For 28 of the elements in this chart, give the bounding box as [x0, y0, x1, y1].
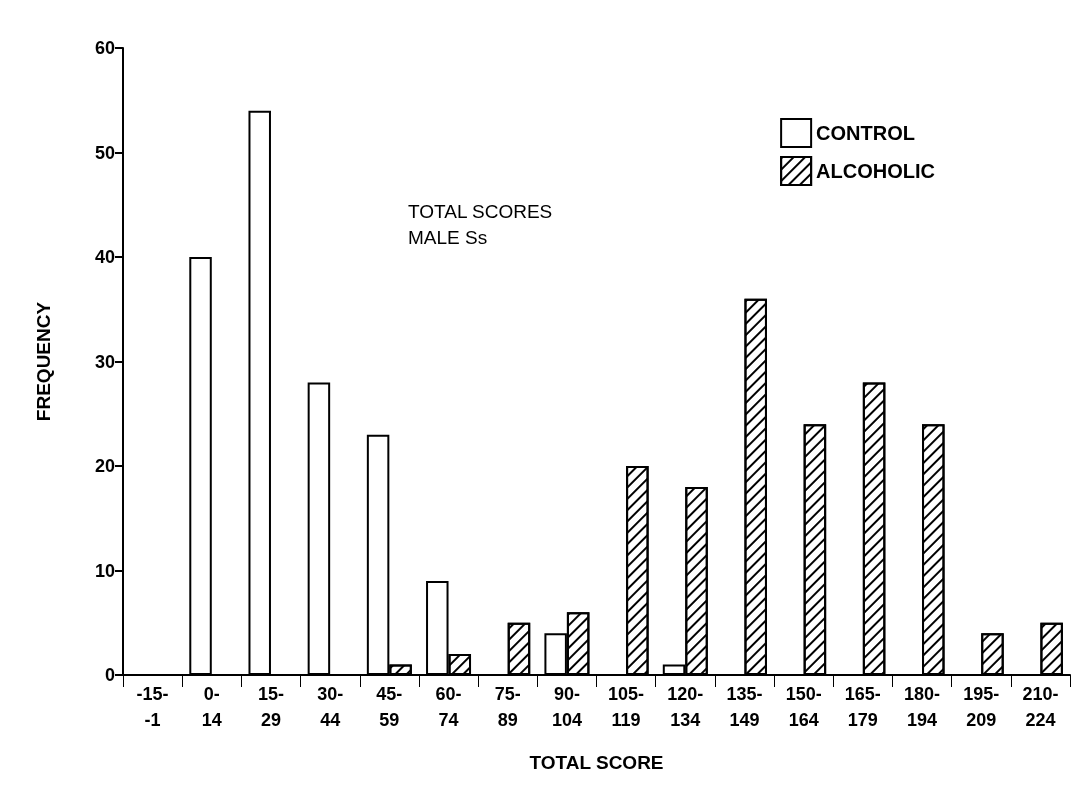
y-tick-label: 30 — [94, 351, 115, 372]
x-tick-label: 165- 179 — [844, 684, 881, 730]
x-tick-label: 105- 119 — [608, 684, 645, 730]
y-tick-label: 40 — [94, 247, 115, 267]
y-tick-label: 0 — [104, 665, 115, 685]
y-tick-label: 50 — [94, 142, 115, 163]
x-tick-label: 45- 59 — [376, 684, 403, 730]
legend-label: ALCOHOLIC — [816, 160, 936, 182]
x-tick-label: 75- 89 — [494, 684, 521, 730]
legend-label: CONTROL — [816, 122, 916, 144]
y-tick-label: 10 — [94, 560, 115, 581]
y-axis-title: FREQUENCY — [33, 301, 54, 422]
text: TOTAL SCORES MALE Ss — [408, 200, 553, 248]
x-tick-label: 210- 224 — [1022, 684, 1059, 730]
x-tick-label: 60- 74 — [435, 684, 462, 730]
x-axis-title: TOTAL SCORE — [529, 752, 664, 773]
x-tick-label: 195- 209 — [963, 684, 1000, 730]
x-tick-label: 15- 29 — [257, 684, 284, 730]
y-tick-label: 20 — [94, 456, 115, 476]
x-tick-label: 30- 44 — [317, 684, 344, 730]
y-tick-label: 60 — [94, 38, 115, 58]
x-tick-label: 180- 194 — [904, 684, 941, 730]
x-tick-label: 135- 149 — [726, 684, 763, 730]
x-tick-label: 120- 134 — [667, 684, 704, 730]
x-tick-label: 0- 14 — [201, 684, 222, 730]
x-tick-label: 150- 164 — [785, 684, 822, 730]
x-tick-label: 90- 104 — [551, 684, 582, 730]
x-tick-label: -15- -1 — [136, 684, 169, 730]
